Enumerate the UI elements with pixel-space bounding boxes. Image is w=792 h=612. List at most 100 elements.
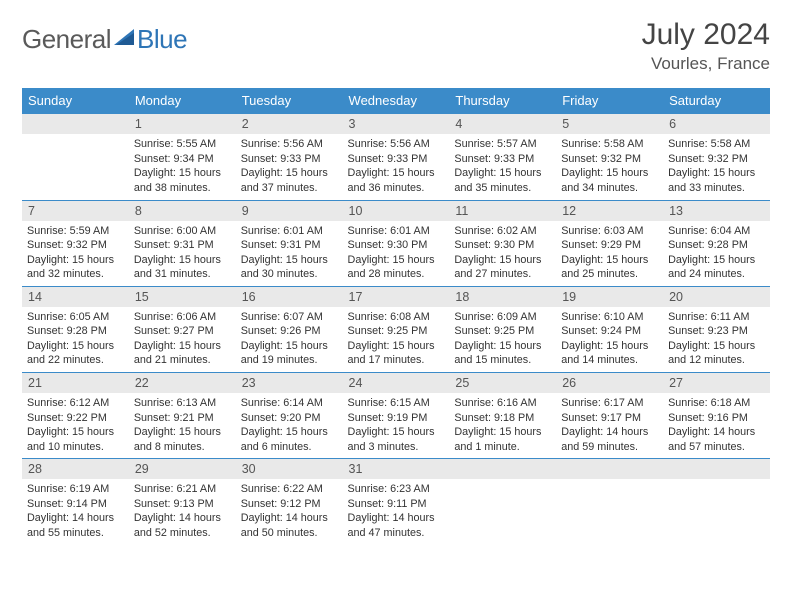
day-number: 15 [129,287,236,307]
day-number: 18 [449,287,556,307]
daylight-line: Daylight: 15 hours and 15 minutes. [454,339,551,368]
day-number: 29 [129,459,236,479]
daylight-line: Daylight: 14 hours and 57 minutes. [668,425,765,454]
weekday-header: Sunday [22,88,129,114]
day-body: Sunrise: 6:05 AMSunset: 9:28 PMDaylight:… [22,307,129,372]
sunset-line: Sunset: 9:26 PM [241,324,338,339]
calendar-week-row: 14Sunrise: 6:05 AMSunset: 9:28 PMDayligh… [22,286,770,372]
sunrise-line: Sunrise: 6:09 AM [454,310,551,325]
calendar-week-row: 1Sunrise: 5:55 AMSunset: 9:34 PMDaylight… [22,114,770,200]
day-body: Sunrise: 6:14 AMSunset: 9:20 PMDaylight:… [236,393,343,458]
daylight-line: Daylight: 15 hours and 32 minutes. [27,253,124,282]
calendar-day-cell: 1Sunrise: 5:55 AMSunset: 9:34 PMDaylight… [129,114,236,200]
sunset-line: Sunset: 9:31 PM [134,238,231,253]
sunset-line: Sunset: 9:22 PM [27,411,124,426]
calendar-day-cell: 20Sunrise: 6:11 AMSunset: 9:23 PMDayligh… [663,286,770,372]
daylight-line: Daylight: 15 hours and 19 minutes. [241,339,338,368]
calendar-day-cell: 18Sunrise: 6:09 AMSunset: 9:25 PMDayligh… [449,286,556,372]
sunrise-line: Sunrise: 6:13 AM [134,396,231,411]
daylight-line: Daylight: 15 hours and 6 minutes. [241,425,338,454]
daylight-line: Daylight: 14 hours and 50 minutes. [241,511,338,540]
day-body: Sunrise: 5:58 AMSunset: 9:32 PMDaylight:… [663,134,770,199]
daylight-line: Daylight: 15 hours and 22 minutes. [27,339,124,368]
day-number: 26 [556,373,663,393]
day-number-empty [556,459,663,479]
day-body: Sunrise: 6:08 AMSunset: 9:25 PMDaylight:… [343,307,450,372]
calendar-day-cell: 8Sunrise: 6:00 AMSunset: 9:31 PMDaylight… [129,200,236,286]
calendar-day-cell: 26Sunrise: 6:17 AMSunset: 9:17 PMDayligh… [556,373,663,459]
day-body: Sunrise: 6:23 AMSunset: 9:11 PMDaylight:… [343,479,450,544]
day-body: Sunrise: 6:02 AMSunset: 9:30 PMDaylight:… [449,221,556,286]
calendar-day-cell: 5Sunrise: 5:58 AMSunset: 9:32 PMDaylight… [556,114,663,200]
sunset-line: Sunset: 9:12 PM [241,497,338,512]
sunrise-line: Sunrise: 6:11 AM [668,310,765,325]
day-number: 28 [22,459,129,479]
day-number: 21 [22,373,129,393]
calendar-day-cell: 14Sunrise: 6:05 AMSunset: 9:28 PMDayligh… [22,286,129,372]
sunset-line: Sunset: 9:34 PM [134,152,231,167]
sunrise-line: Sunrise: 6:04 AM [668,224,765,239]
sunrise-line: Sunrise: 5:58 AM [668,137,765,152]
daylight-line: Daylight: 15 hours and 10 minutes. [27,425,124,454]
day-number: 25 [449,373,556,393]
day-number-empty [22,114,129,134]
sunset-line: Sunset: 9:29 PM [561,238,658,253]
sunrise-line: Sunrise: 6:00 AM [134,224,231,239]
daylight-line: Daylight: 15 hours and 28 minutes. [348,253,445,282]
sunset-line: Sunset: 9:17 PM [561,411,658,426]
calendar-day-cell: 19Sunrise: 6:10 AMSunset: 9:24 PMDayligh… [556,286,663,372]
day-number: 10 [343,201,450,221]
daylight-line: Daylight: 14 hours and 55 minutes. [27,511,124,540]
daylight-line: Daylight: 14 hours and 52 minutes. [134,511,231,540]
daylight-line: Daylight: 15 hours and 27 minutes. [454,253,551,282]
sunrise-line: Sunrise: 6:22 AM [241,482,338,497]
daylight-line: Daylight: 15 hours and 17 minutes. [348,339,445,368]
calendar-week-row: 21Sunrise: 6:12 AMSunset: 9:22 PMDayligh… [22,373,770,459]
calendar-day-cell: 27Sunrise: 6:18 AMSunset: 9:16 PMDayligh… [663,373,770,459]
weekday-header: Monday [129,88,236,114]
sunrise-line: Sunrise: 5:58 AM [561,137,658,152]
daylight-line: Daylight: 15 hours and 3 minutes. [348,425,445,454]
daylight-line: Daylight: 15 hours and 14 minutes. [561,339,658,368]
day-body: Sunrise: 6:04 AMSunset: 9:28 PMDaylight:… [663,221,770,286]
calendar-day-cell [556,459,663,545]
day-number: 3 [343,114,450,134]
calendar-day-cell: 31Sunrise: 6:23 AMSunset: 9:11 PMDayligh… [343,459,450,545]
weekday-header-row: Sunday Monday Tuesday Wednesday Thursday… [22,88,770,114]
daylight-line: Daylight: 15 hours and 37 minutes. [241,166,338,195]
day-number-empty [449,459,556,479]
daylight-line: Daylight: 15 hours and 12 minutes. [668,339,765,368]
day-body: Sunrise: 5:55 AMSunset: 9:34 PMDaylight:… [129,134,236,199]
sunset-line: Sunset: 9:23 PM [668,324,765,339]
day-body: Sunrise: 6:21 AMSunset: 9:13 PMDaylight:… [129,479,236,544]
day-number-empty [663,459,770,479]
sunset-line: Sunset: 9:32 PM [561,152,658,167]
day-body: Sunrise: 6:06 AMSunset: 9:27 PMDaylight:… [129,307,236,372]
day-body: Sunrise: 5:57 AMSunset: 9:33 PMDaylight:… [449,134,556,199]
title-block: July 2024 Vourles, France [642,18,770,74]
day-number: 23 [236,373,343,393]
day-number: 12 [556,201,663,221]
sunrise-line: Sunrise: 6:01 AM [241,224,338,239]
day-number: 7 [22,201,129,221]
brand-part2: Blue [137,24,187,55]
sunrise-line: Sunrise: 5:55 AM [134,137,231,152]
calendar-week-row: 28Sunrise: 6:19 AMSunset: 9:14 PMDayligh… [22,459,770,545]
day-body: Sunrise: 6:16 AMSunset: 9:18 PMDaylight:… [449,393,556,458]
daylight-line: Daylight: 15 hours and 25 minutes. [561,253,658,282]
calendar-day-cell [663,459,770,545]
day-body: Sunrise: 6:00 AMSunset: 9:31 PMDaylight:… [129,221,236,286]
sunrise-line: Sunrise: 6:16 AM [454,396,551,411]
sunset-line: Sunset: 9:24 PM [561,324,658,339]
day-number: 8 [129,201,236,221]
sunrise-line: Sunrise: 5:57 AM [454,137,551,152]
sunrise-line: Sunrise: 5:56 AM [241,137,338,152]
daylight-line: Daylight: 15 hours and 36 minutes. [348,166,445,195]
sunset-line: Sunset: 9:25 PM [348,324,445,339]
calendar-day-cell: 12Sunrise: 6:03 AMSunset: 9:29 PMDayligh… [556,200,663,286]
sunset-line: Sunset: 9:32 PM [668,152,765,167]
calendar-day-cell: 16Sunrise: 6:07 AMSunset: 9:26 PMDayligh… [236,286,343,372]
daylight-line: Daylight: 14 hours and 47 minutes. [348,511,445,540]
weekday-header: Tuesday [236,88,343,114]
calendar-day-cell: 15Sunrise: 6:06 AMSunset: 9:27 PMDayligh… [129,286,236,372]
